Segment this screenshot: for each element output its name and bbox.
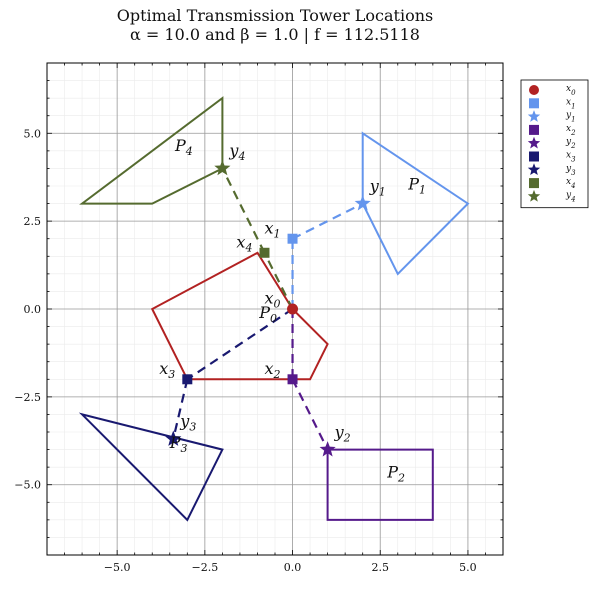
tower-x1 [287, 233, 298, 244]
region-P3 [78, 412, 224, 522]
region-label-P2: P2 [386, 463, 405, 485]
star-y2 [319, 441, 336, 457]
axes: −5.0 −2.5 0.0 2.5 5.0 −5.0 −2.5 0.0 2.5 5.0 [14, 62, 504, 574]
y-tick-label: −2.5 [14, 391, 41, 404]
connection-line [292, 202, 364, 240]
legend-marker-y1 [527, 110, 541, 122]
legend-label-x2: x2 [566, 124, 576, 137]
x-tick-label: 5.0 [459, 561, 477, 574]
x-tick-label: 2.5 [371, 561, 389, 574]
star-y4 [214, 159, 231, 176]
connection-line [221, 167, 266, 254]
connection-line [186, 308, 294, 381]
legend-label-x4: x4 [566, 177, 576, 190]
region-P1 [361, 131, 470, 276]
star-label-y4: y4 [228, 141, 245, 163]
connection-line [263, 252, 294, 310]
star-label-y1: y1 [369, 176, 386, 198]
legend-label-y2: y2 [565, 137, 576, 150]
star-y3 [165, 430, 182, 446]
region-label-P3: P3 [169, 433, 188, 455]
tower-label-x1: x1 [264, 218, 280, 240]
legend-label-x3: x3 [566, 151, 576, 164]
legend-label-y1: y1 [565, 111, 576, 124]
tower-label-x4: x4 [236, 233, 252, 255]
connection-line [291, 378, 329, 451]
legend-marker-x1 [529, 98, 539, 109]
legend-marker-x4 [529, 178, 539, 189]
connection-line [172, 379, 189, 440]
legend-marker-x2 [529, 124, 539, 135]
legend-marker-x3 [529, 151, 539, 162]
markers [165, 159, 371, 457]
tower-x0 [287, 303, 299, 315]
legend-label-x1: x1 [566, 97, 576, 110]
y-tick-label: −5.0 [14, 479, 41, 492]
legend-marker-y4 [527, 189, 541, 202]
region-P2 [326, 448, 434, 521]
region-label-P4: P4 [174, 136, 193, 158]
x-tick-label: 0.0 [284, 561, 302, 574]
legend-marker-x0 [529, 85, 539, 95]
y-tick-label: 2.5 [24, 215, 42, 228]
point-labels: P0 P1 P2 P3 P4 x0 x1 x2 x3 x4 y1 y2 y3 y4 [159, 136, 426, 485]
region-label-P1: P1 [407, 175, 426, 197]
tower-label-x0: x0 [264, 289, 280, 311]
legend-label-x0: x0 [566, 84, 576, 97]
y-tick-label: 5.0 [24, 127, 42, 140]
x-tick-label: −5.0 [104, 561, 131, 574]
chart-title: Optimal Transmission Tower Locations [117, 6, 433, 25]
star-label-y3: y3 [179, 412, 196, 434]
legend-label-y4: y4 [565, 190, 576, 203]
tower-x3 [182, 374, 193, 385]
tower-label-x2: x2 [264, 359, 280, 381]
x-tick-label: −2.5 [191, 561, 218, 574]
star-label-y2: y2 [334, 422, 351, 444]
legend-marker-y2 [527, 136, 541, 149]
legend-label-y3: y3 [565, 164, 576, 177]
region-label-P0: P0 [258, 303, 277, 325]
tower-x4 [259, 247, 270, 258]
tower-x2 [287, 374, 298, 385]
y-tick-label: 0.0 [24, 303, 42, 316]
tower-label-x3: x3 [159, 359, 175, 381]
links [172, 167, 364, 451]
star-y1 [354, 195, 371, 211]
legend-marker-y3 [527, 163, 541, 176]
chart-subtitle: α = 10.0 and β = 1.0 | f = 112.5118 [130, 25, 420, 44]
